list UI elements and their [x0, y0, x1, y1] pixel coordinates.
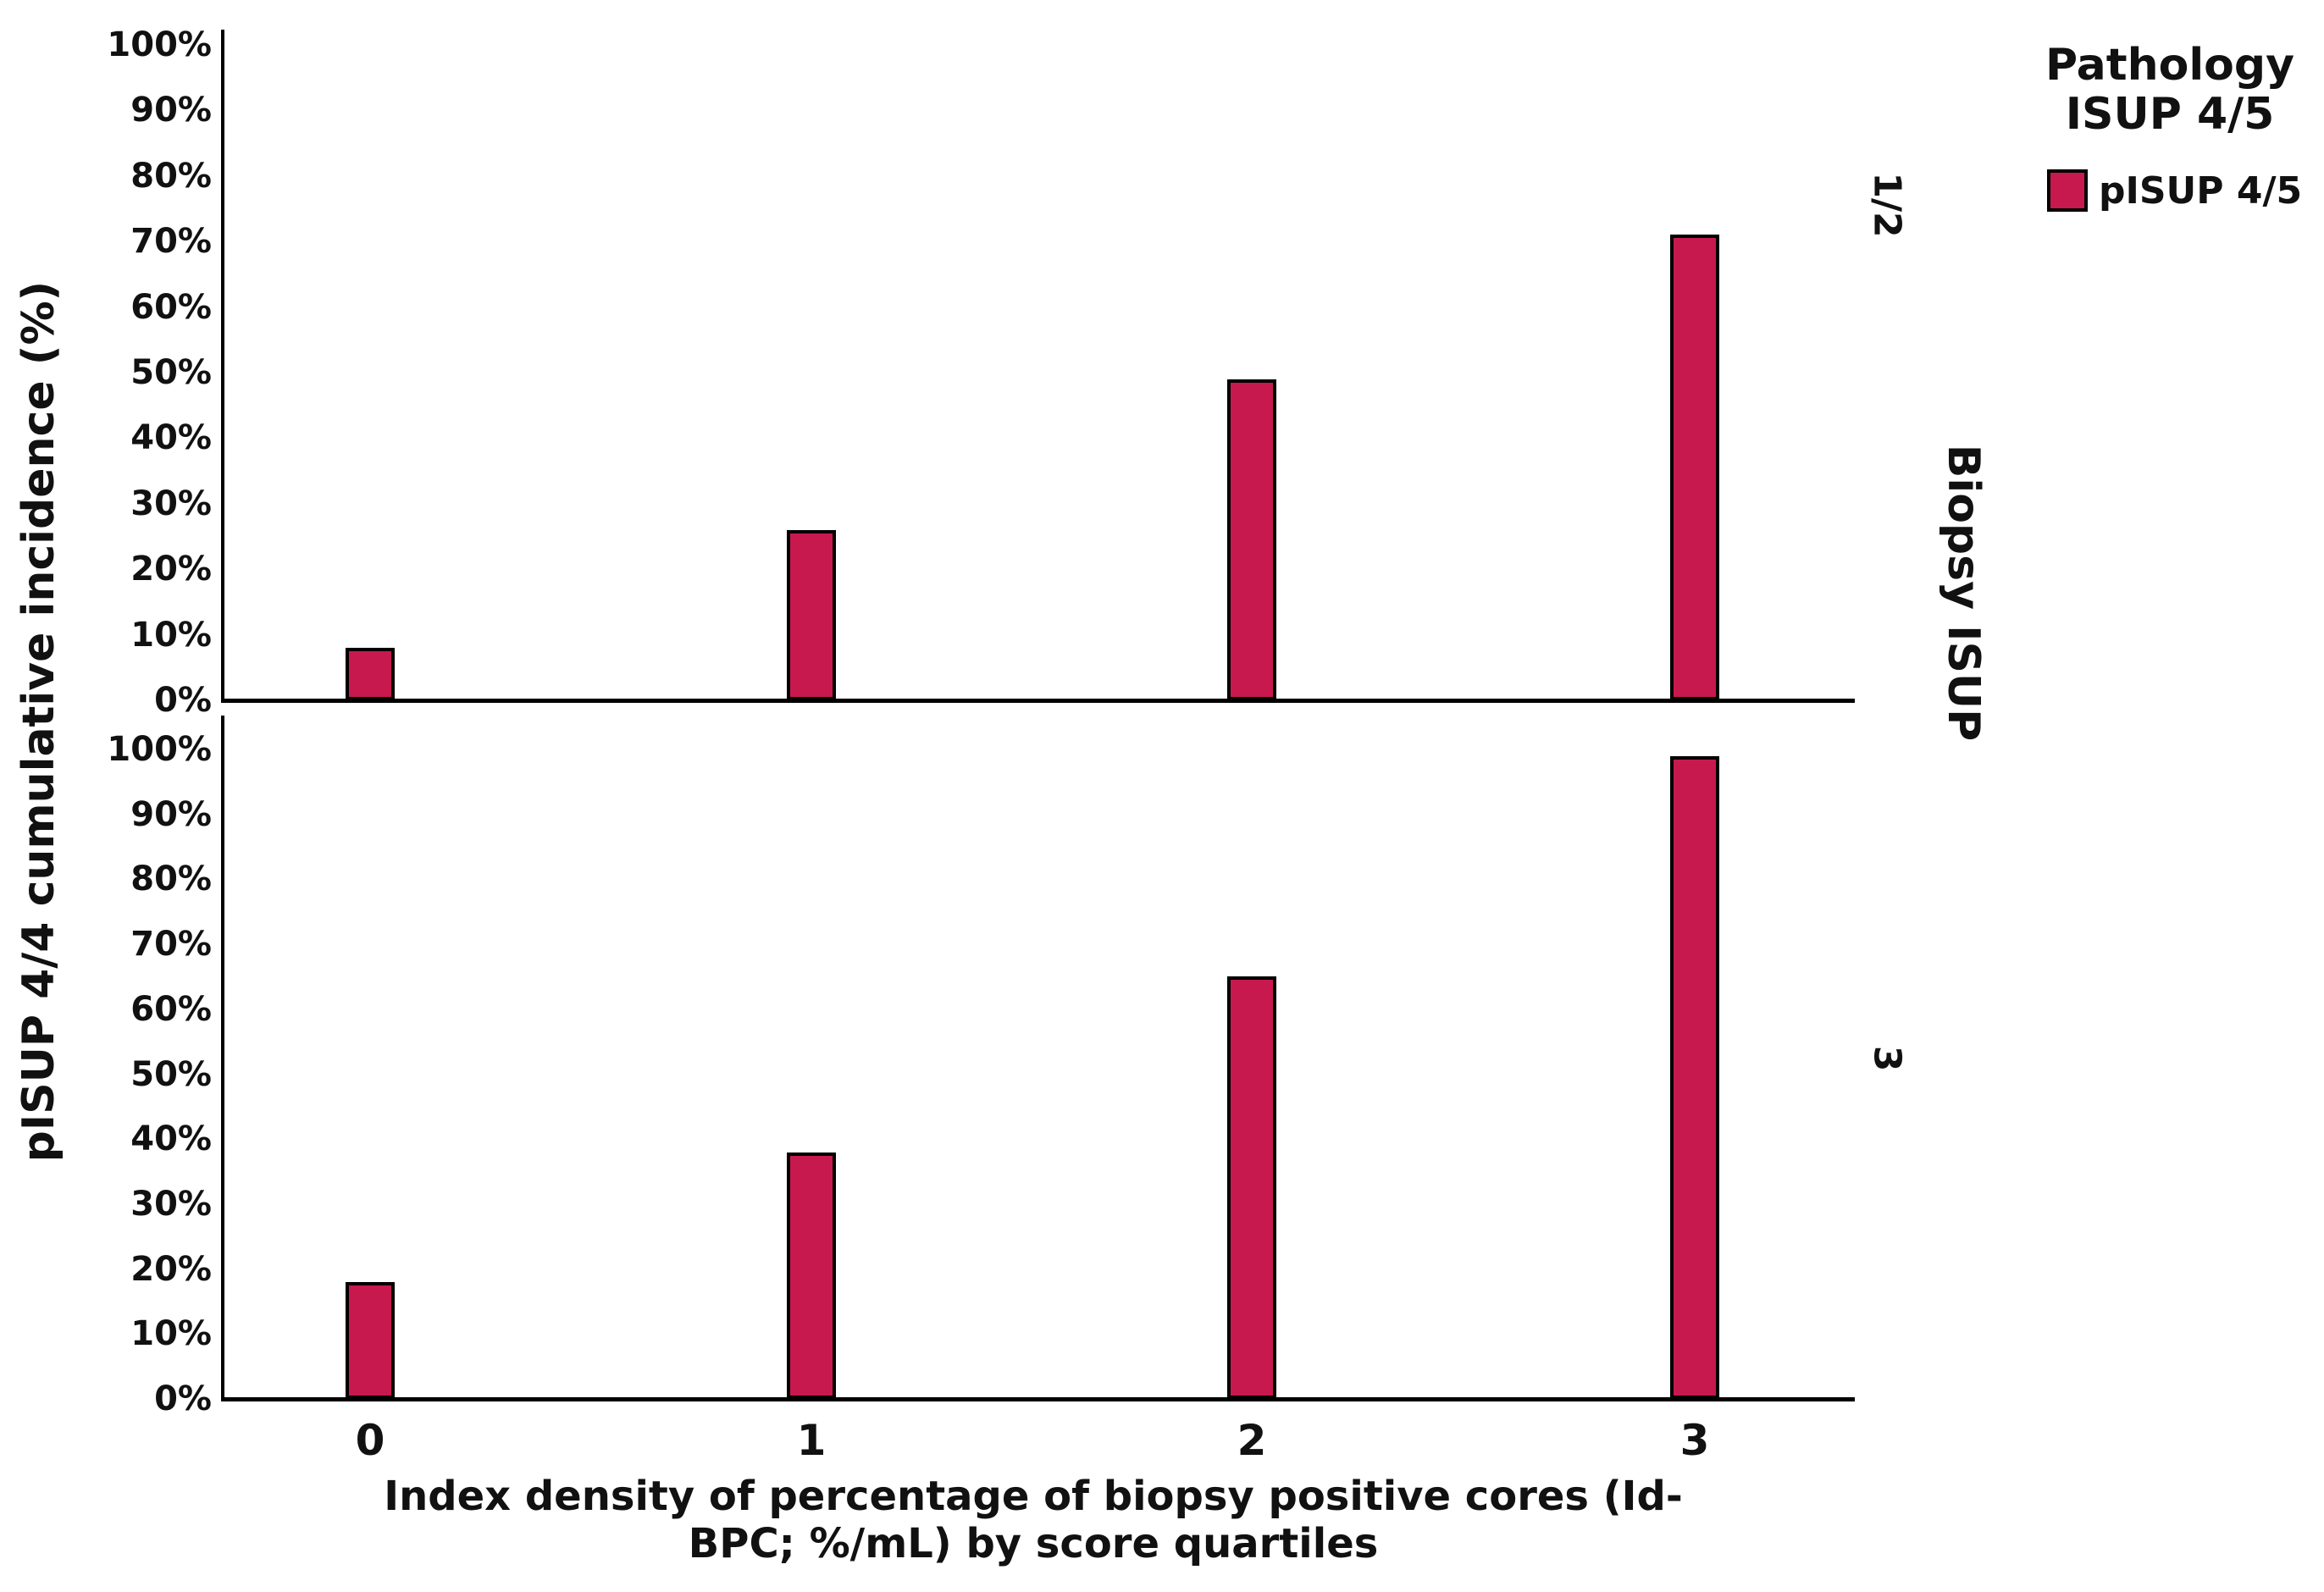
panel-label-bottom: 3 [1865, 1045, 1909, 1072]
x-category-label: 1 [796, 1416, 827, 1465]
bottom-panel-x-axis-line [221, 1397, 1855, 1401]
y-tick-label: 20% [130, 1249, 212, 1289]
bar [1227, 976, 1276, 1399]
bar [346, 648, 395, 700]
y-tick-label: 40% [130, 418, 212, 458]
y-axis-title: pISUP 4/4 cumulative incidence (%) [14, 280, 64, 1163]
x-category-label: 3 [1679, 1416, 1710, 1465]
y-tick-label: 80% [130, 156, 212, 196]
legend-title-line2: ISUP 4/5 [2065, 89, 2275, 140]
y-tick-label: 0% [154, 681, 212, 720]
y-tick-label: 30% [130, 484, 212, 523]
y-tick-label: 10% [130, 1314, 212, 1354]
x-axis-title-line1: Index density of percentage of biopsy po… [384, 1473, 1683, 1520]
y-tick-label: 50% [130, 353, 212, 392]
bar [1670, 235, 1719, 700]
bar [1227, 379, 1276, 700]
top-panel-y-axis-line [221, 30, 224, 702]
bar [1670, 756, 1719, 1399]
y-tick-label: 40% [130, 1119, 212, 1159]
y-tick-label: 50% [130, 1054, 212, 1094]
y-tick-label: 90% [130, 794, 212, 834]
y-tick-label: 60% [130, 287, 212, 327]
legend-swatch-pisup45 [2047, 169, 2088, 212]
y-tick-label: 0% [154, 1379, 212, 1418]
x-category-label: 0 [355, 1416, 385, 1465]
y-tick-label: 100% [107, 25, 212, 64]
y-tick-label: 70% [130, 222, 212, 262]
bar [787, 1153, 836, 1399]
top-panel-x-axis-line [221, 699, 1855, 703]
y-tick-label: 90% [130, 91, 212, 130]
y-tick-label: 100% [107, 730, 212, 769]
y-tick-label: 70% [130, 925, 212, 965]
legend-title-line1: Pathology [2045, 40, 2295, 91]
x-axis-title-line2: BPC; %/mL) by score quartiles [688, 1520, 1379, 1567]
panel-axis-title: Biopsy ISUP [1938, 444, 1989, 742]
y-tick-label: 10% [130, 615, 212, 655]
bar [787, 530, 836, 700]
bar [346, 1282, 395, 1399]
x-category-label: 2 [1237, 1416, 1267, 1465]
y-tick-label: 80% [130, 860, 212, 899]
y-tick-label: 20% [130, 550, 212, 589]
bottom-panel-y-axis-line [221, 716, 224, 1401]
legend-entry-label: pISUP 4/5 [2099, 169, 2303, 213]
y-tick-label: 60% [130, 989, 212, 1029]
panel-label-top: 1/2 [1865, 172, 1909, 238]
y-tick-label: 30% [130, 1184, 212, 1224]
